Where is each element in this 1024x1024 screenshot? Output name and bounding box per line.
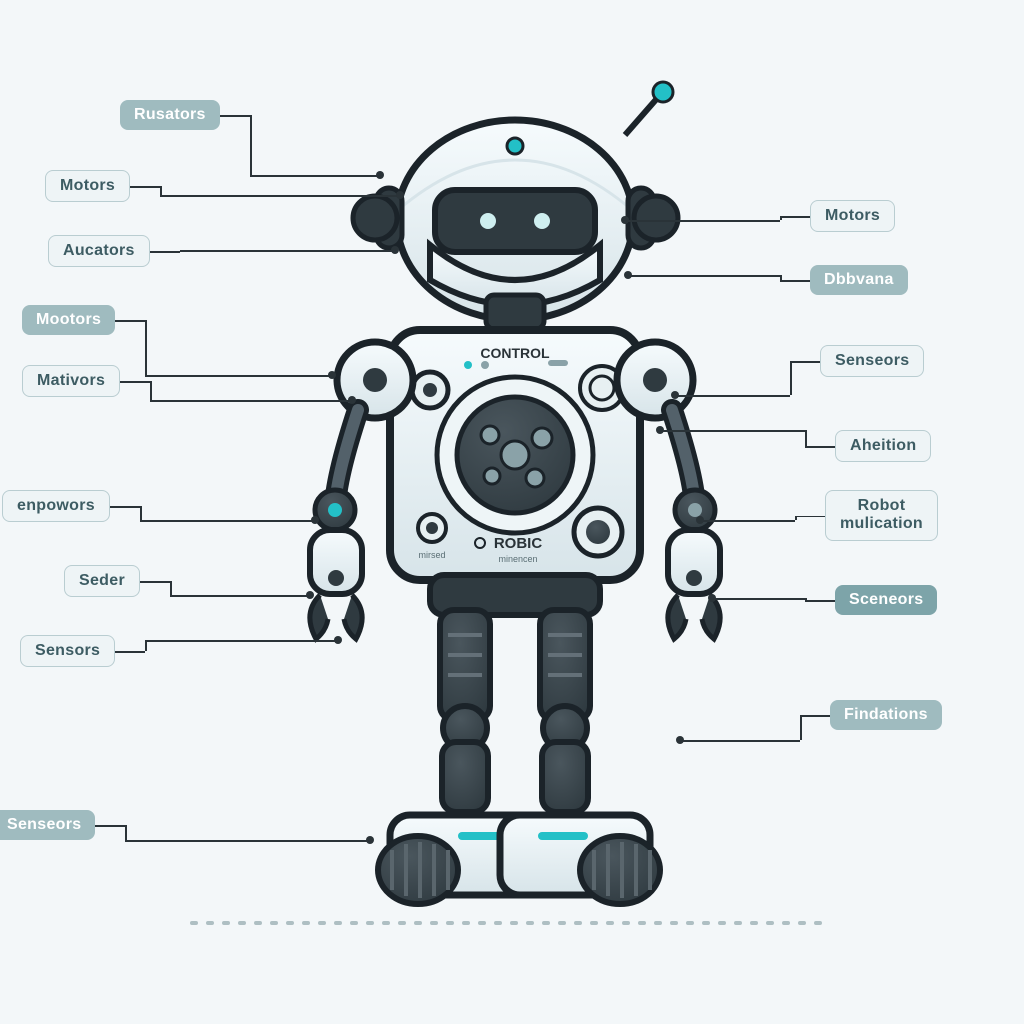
leader-segment	[130, 186, 160, 188]
leader-segment	[780, 275, 782, 280]
ground-line	[190, 912, 830, 916]
leader-segment	[800, 715, 830, 717]
leader-dot	[708, 594, 716, 602]
svg-text:CONTROL: CONTROL	[480, 345, 550, 361]
leader-dot	[348, 396, 356, 404]
label-enpowors: enpowors	[2, 490, 110, 522]
leader-segment	[160, 186, 162, 195]
label-senseors: Senseors	[0, 810, 95, 840]
leader-dot	[366, 836, 374, 844]
diagram-stage: CONTROL mirsed ROBIC minencen Rusators Mo…	[0, 0, 1024, 1024]
leader-segment	[110, 506, 140, 508]
label-sceneors: Sceneors	[835, 585, 937, 615]
label-findations: Findations	[830, 700, 942, 730]
leader-segment	[680, 740, 800, 742]
leader-segment	[250, 115, 252, 175]
leader-segment	[95, 825, 125, 827]
label-motors2: Motors	[810, 200, 895, 232]
leader-segment	[780, 280, 810, 282]
leader-segment	[660, 430, 805, 432]
leader-segment	[125, 825, 127, 840]
leader-dot	[306, 591, 314, 599]
leader-segment	[700, 520, 795, 522]
leader-dot	[624, 271, 632, 279]
leader-segment	[115, 651, 145, 653]
leader-segment	[625, 220, 780, 222]
leader-segment	[145, 640, 338, 642]
leader-segment	[712, 598, 805, 600]
svg-text:minencen: minencen	[498, 554, 537, 564]
leader-segment	[150, 251, 180, 253]
robot-illustration: CONTROL mirsed ROBIC minencen	[280, 80, 750, 910]
leader-dot	[671, 391, 679, 399]
leader-segment	[805, 446, 835, 448]
label-mativors: Mativors	[22, 365, 120, 397]
leader-segment	[800, 715, 802, 740]
leader-segment	[150, 400, 352, 402]
leader-dot	[328, 371, 336, 379]
label-mootors: Mootors	[22, 305, 115, 335]
leader-segment	[145, 320, 147, 375]
leader-segment	[250, 175, 380, 177]
leader-segment	[795, 516, 797, 521]
leader-segment	[805, 600, 835, 602]
label-senseors2: Senseors	[820, 345, 924, 377]
leader-segment	[160, 195, 400, 197]
svg-text:mirsed: mirsed	[418, 550, 445, 560]
leader-dot	[311, 516, 319, 524]
leader-segment	[220, 115, 250, 117]
leader-segment	[628, 275, 780, 277]
leader-segment	[675, 395, 790, 397]
leader-segment	[170, 581, 172, 595]
leader-segment	[805, 598, 807, 600]
label-seder: Seder	[64, 565, 140, 597]
leader-segment	[805, 430, 807, 446]
leader-segment	[145, 375, 332, 377]
leader-dot	[334, 636, 342, 644]
label-motors1: Motors	[45, 170, 130, 202]
leader-segment	[120, 381, 150, 383]
leader-segment	[790, 361, 820, 363]
label-dbbvana: Dbbvana	[810, 265, 908, 295]
leader-dot	[676, 736, 684, 744]
leader-dot	[621, 216, 629, 224]
leader-segment	[780, 216, 782, 220]
leader-dot	[696, 516, 704, 524]
leader-segment	[180, 250, 395, 252]
leader-dot	[396, 191, 404, 199]
leader-segment	[170, 595, 310, 597]
leader-segment	[115, 320, 145, 322]
label-sensors1: Sensors	[20, 635, 115, 667]
leader-segment	[790, 361, 792, 395]
leader-segment	[140, 581, 170, 583]
leader-dot	[376, 171, 384, 179]
leader-segment	[125, 840, 370, 842]
leader-segment	[145, 640, 147, 651]
svg-text:ROBIC: ROBIC	[494, 535, 543, 552]
leader-segment	[140, 520, 315, 522]
leader-segment	[140, 506, 142, 520]
leader-dot	[656, 426, 664, 434]
leader-dot	[391, 246, 399, 254]
label-robotmul: Robotmulication	[825, 490, 938, 541]
leader-segment	[795, 516, 825, 518]
label-aucators: Aucators	[48, 235, 150, 267]
leader-segment	[780, 216, 810, 218]
label-rusators: Rusators	[120, 100, 220, 130]
leader-segment	[150, 381, 152, 400]
label-aheition: Aheition	[835, 430, 931, 462]
